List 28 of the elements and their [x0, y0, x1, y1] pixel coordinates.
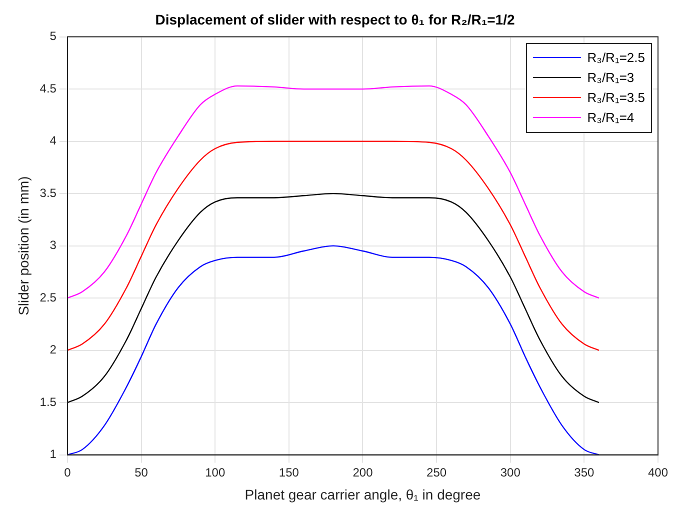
x-tick-label: 100	[205, 465, 226, 480]
legend-label: R₃/R₁=3.5	[587, 88, 645, 107]
legend-label: R₃/R₁=3	[587, 68, 634, 87]
line-series	[67, 245, 600, 455]
x-tick-label: 400	[648, 465, 668, 480]
legend-label: R₃/R₁=4	[587, 108, 634, 127]
x-axis-title: Planet gear carrier angle, θ₁ in degree	[244, 486, 481, 502]
y-tick-label: 4	[50, 134, 57, 148]
y-tick-label: 1.5	[40, 394, 57, 409]
x-tick-label: 150	[278, 465, 300, 480]
x-tick-label: 250	[426, 465, 447, 480]
x-tick-label: 0	[64, 465, 72, 480]
y-tick-label: 4.5	[40, 81, 57, 96]
y-tick-label: 2.5	[40, 290, 57, 304]
chart-title: Displacement of slider with respect to θ₁ for R₂/R₁=1/2	[155, 11, 515, 28]
y-tick-label: 1	[50, 447, 57, 462]
y-tick-label: 3.5	[40, 186, 57, 200]
y-tick-label: 3	[50, 238, 57, 252]
y-tick-label: 5	[50, 29, 57, 44]
line-series	[67, 140, 600, 351]
y-tick-label: 2	[50, 342, 57, 357]
x-tick-label: 50	[134, 465, 148, 480]
x-tick-label: 200	[352, 465, 374, 480]
y-axis-title: Slider position (in mm)	[15, 176, 32, 316]
x-tick-label: 350	[574, 465, 595, 480]
legend-label: R₃/R₁=2.5	[587, 48, 645, 67]
x-tick-label: 300	[500, 465, 521, 480]
line-series	[67, 192, 600, 404]
